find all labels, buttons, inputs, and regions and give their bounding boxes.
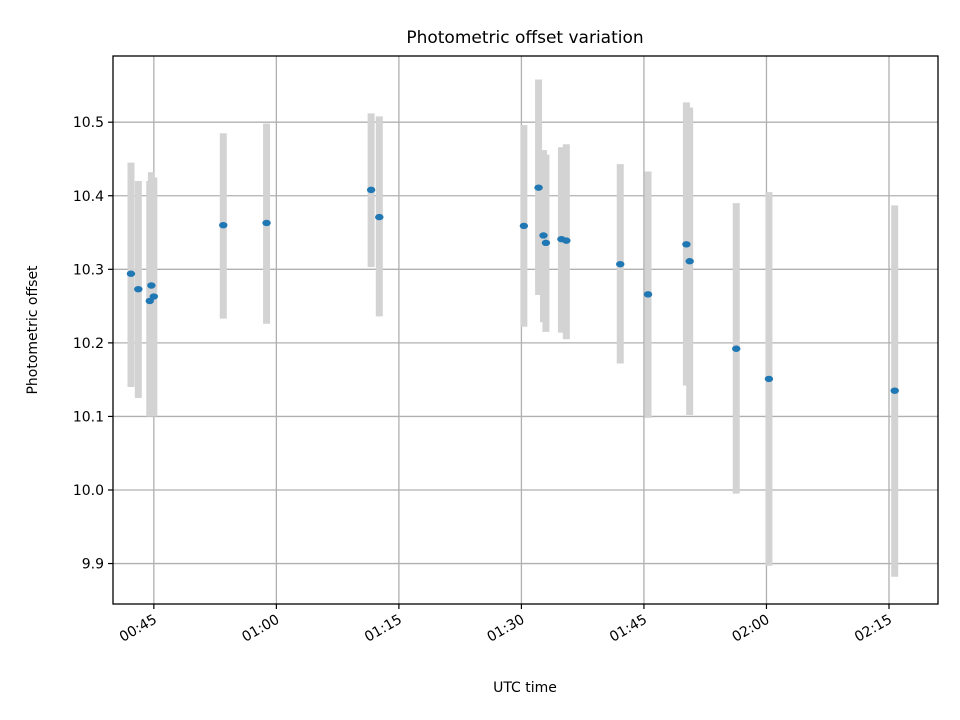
- data-point: [682, 241, 691, 248]
- data-point: [732, 345, 741, 352]
- data-point: [147, 282, 156, 289]
- data-point: [890, 387, 899, 394]
- data-point: [764, 375, 774, 383]
- data-point: [366, 186, 376, 194]
- data-point: [562, 237, 571, 244]
- x-tick-label: 01:30: [484, 612, 527, 646]
- data-point: [134, 285, 143, 293]
- errorbars: [127, 79, 899, 577]
- x-axis-label: UTC time: [493, 680, 557, 696]
- y-tick-label: 10.4: [73, 189, 104, 205]
- data-point: [685, 258, 694, 265]
- plot-frame: [112, 55, 939, 605]
- data-point: [519, 222, 529, 230]
- y-axis-label: Photometric offset: [25, 265, 41, 395]
- data-point: [262, 219, 271, 227]
- data-point: [643, 291, 653, 298]
- data-point: [541, 239, 551, 247]
- data-point: [539, 232, 548, 239]
- y-tick-label: 9.9: [82, 557, 104, 573]
- data-point: [126, 270, 136, 277]
- data-points: [126, 184, 899, 394]
- y-tick-label: 10.3: [73, 262, 104, 278]
- x-tick-label: 01:00: [239, 612, 282, 646]
- data-point: [375, 213, 384, 221]
- y-tick-label: 10.1: [73, 409, 104, 425]
- data-point: [616, 260, 625, 268]
- data-point: [149, 293, 159, 300]
- x-tick-label: 02:15: [852, 612, 895, 646]
- data-point: [219, 221, 228, 229]
- chart-title: Photometric offset variation: [406, 28, 643, 48]
- data-point: [534, 184, 543, 191]
- y-tick-label: 10.0: [73, 483, 104, 499]
- x-tick-label: 01:15: [362, 612, 405, 646]
- x-tick-label: 00:45: [117, 612, 160, 646]
- x-tick-label: 01:45: [607, 612, 650, 646]
- y-tick-label: 10.2: [73, 336, 104, 352]
- x-tick-label: 02:00: [730, 612, 773, 646]
- y-tick-label: 10.5: [73, 115, 104, 131]
